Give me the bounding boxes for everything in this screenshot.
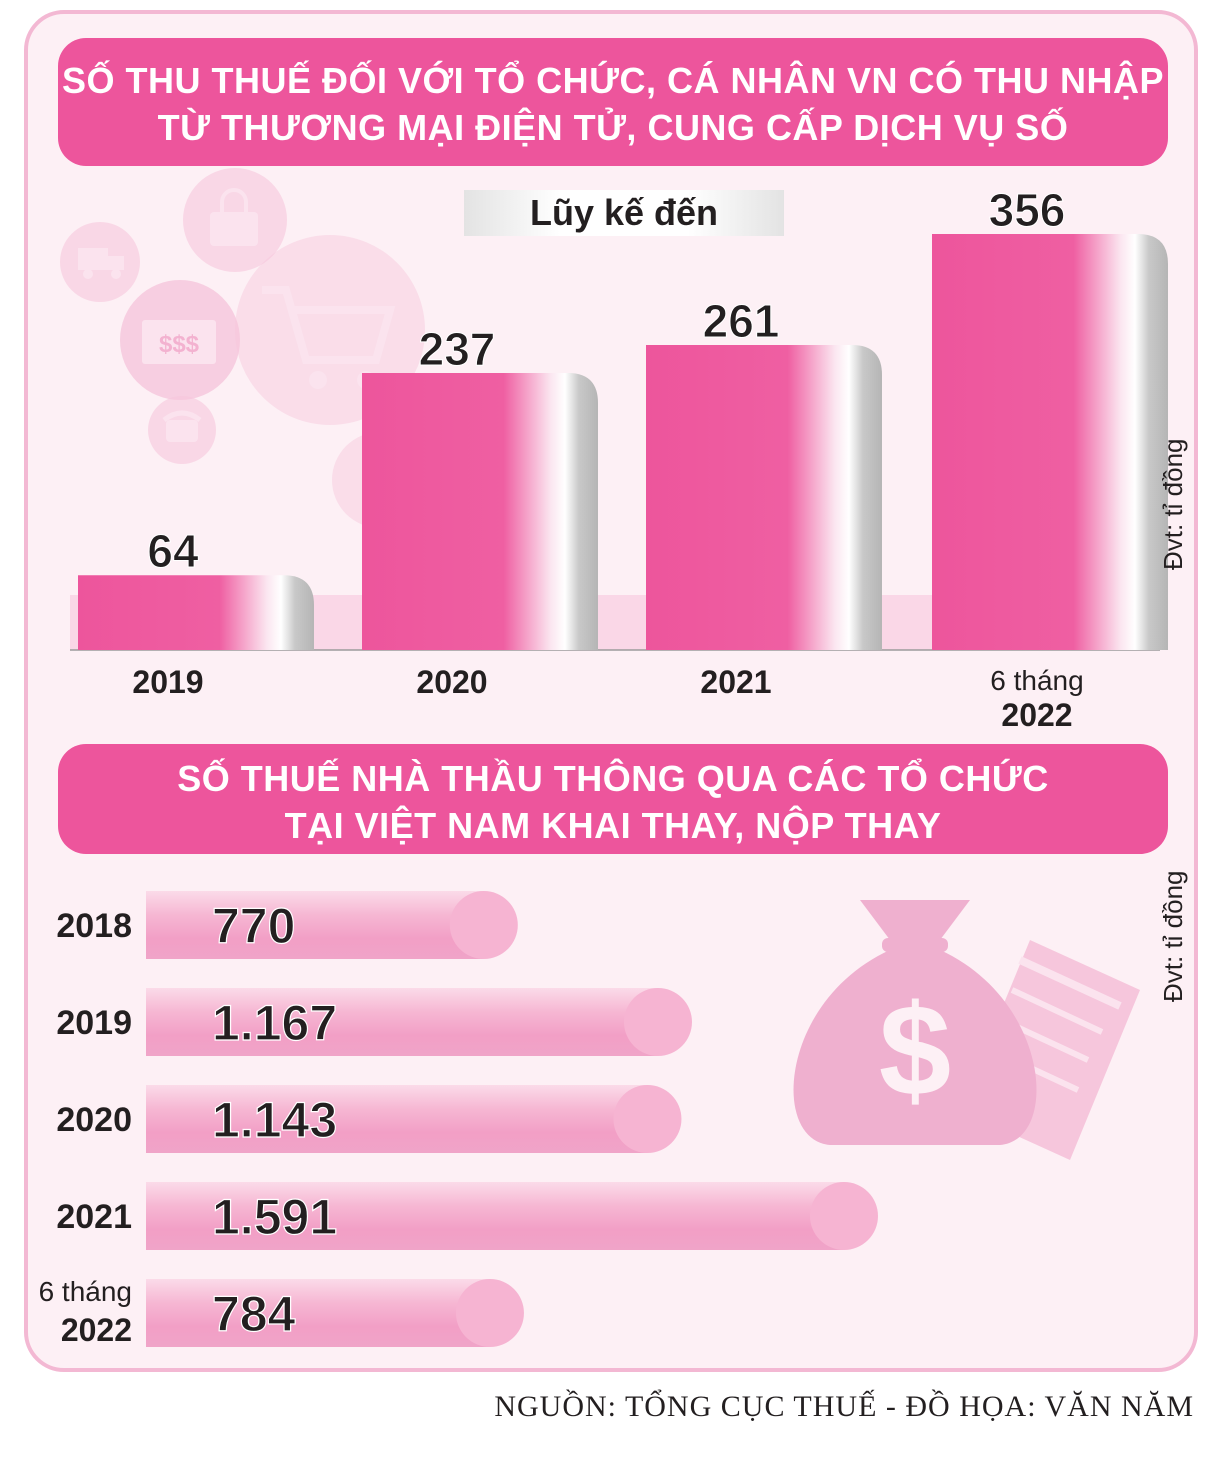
category-label: 2019 (132, 664, 203, 700)
hbar-value-label: 1.143 (212, 1092, 337, 1148)
bar-2020 (362, 373, 598, 650)
source-credit: NGUỒN: TỔNG CỤC THUẾ - ĐỒ HỌA: VĂN NĂM (494, 1390, 1194, 1423)
hbar-2021 (146, 1182, 844, 1250)
decor-money: $ (793, 900, 1140, 1160)
hbar-category-label: 2018 (56, 907, 132, 945)
hbar-category-label: 6 tháng (39, 1276, 132, 1307)
money-icon: $$$ (142, 320, 216, 364)
top-title-line1: SỐ THU THUẾ ĐỐI VỚI TỔ CHỨC, CÁ NHÂN VN … (61, 60, 1165, 101)
bottom-title-line2: TẠI VIỆT NAM KHAI THAY, NỘP THAY (284, 804, 942, 846)
svg-text:$$$: $$$ (159, 331, 200, 358)
phone-icon (162, 410, 202, 442)
hbar-category-label: 2021 (56, 1198, 132, 1236)
top-title-line2: TỪ THƯƠNG MẠI ĐIỆN TỬ, CUNG CẤP DỊCH VỤ … (157, 106, 1069, 148)
hbar-cap (623, 988, 692, 1056)
value-label: 237 (419, 323, 496, 375)
bottom-title-line1: SỐ THUẾ NHÀ THẦU THÔNG QUA CÁC TỔ CHỨC (177, 758, 1049, 799)
hbar-2019 (146, 988, 658, 1056)
hbar-category-label: 2022 (61, 1312, 132, 1348)
category-label: 2021 (700, 664, 771, 700)
bar-2021 (646, 345, 882, 650)
shopping-bag-icon (210, 188, 258, 246)
svg-text:$: $ (879, 977, 951, 1123)
top-chart-subtitle: Lũy kế đến (464, 190, 784, 236)
category-label: 2020 (416, 664, 487, 700)
hbar-cap (455, 1279, 524, 1347)
value-label: 64 (147, 525, 199, 577)
bar-2019 (78, 575, 314, 650)
hbar-cap (613, 1085, 682, 1153)
value-label: 356 (989, 184, 1066, 236)
hbar-value-label: 784 (212, 1286, 296, 1342)
money-bag-icon: $ (793, 900, 1037, 1145)
hbar-6-tháng (146, 1279, 490, 1347)
horizontal-bar-chart: 770 2018 1.167 2019 1.143 2020 1.591 2021 784 6 t… (39, 891, 878, 1348)
truck-icon (78, 248, 124, 279)
bar-6-tháng (932, 234, 1168, 650)
hbar-category-label: 2019 (56, 1004, 132, 1042)
top-chart-title: SỐ THU THUẾ ĐỐI VỚI TỔ CHỨC, CÁ NHÂN VN … (58, 38, 1168, 166)
hbar-cap (810, 1182, 878, 1250)
category-label: 2022 (1001, 697, 1072, 733)
hbar-value-label: 1.591 (212, 1189, 337, 1245)
decor-icons: $$$ (60, 168, 428, 528)
hbar-cap (449, 891, 518, 959)
value-label: 261 (703, 295, 780, 347)
unit-label-bottom: Đvt: tỉ đồng (1158, 870, 1188, 1002)
hbar-value-label: 1.167 (212, 995, 337, 1051)
hbar-category-label: 2020 (56, 1101, 132, 1139)
category-label: 6 tháng (990, 665, 1083, 696)
hbar-2018 (146, 891, 484, 959)
bottom-chart-title: SỐ THUẾ NHÀ THẦU THÔNG QUA CÁC TỔ CHỨC T… (58, 744, 1168, 854)
hbar-2020 (146, 1085, 648, 1153)
hbar-value-label: 770 (212, 898, 295, 954)
